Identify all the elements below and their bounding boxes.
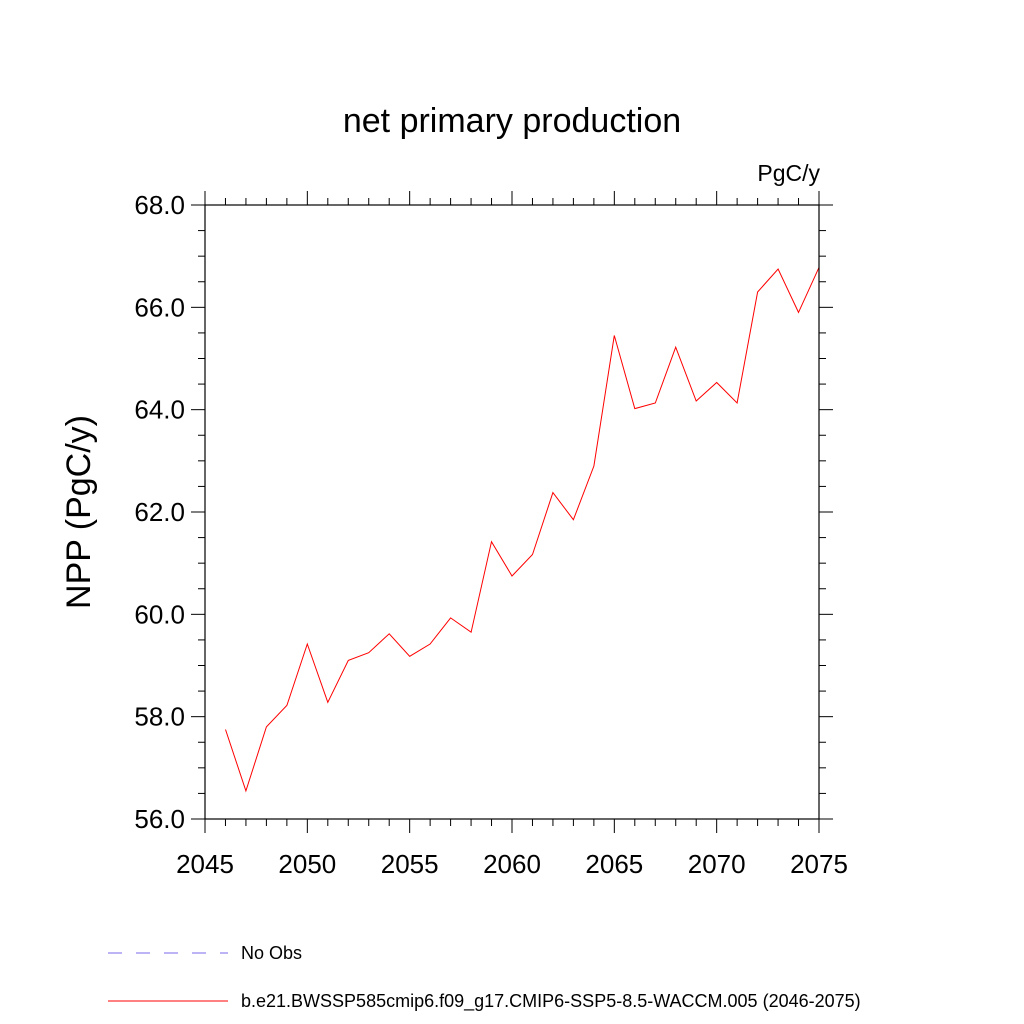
plot-frame xyxy=(204,204,820,820)
x-tick-label: 2070 xyxy=(688,849,746,879)
x-tick-label: 2065 xyxy=(585,849,643,879)
x-tick-label: 2045 xyxy=(176,849,234,879)
legend: No Obs b.e21.BWSSP585cmip6.f09_g17.CMIP6… xyxy=(108,943,861,1012)
x-tick-label: 2055 xyxy=(381,849,439,879)
legend-label-model: b.e21.BWSSP585cmip6.f09_g17.CMIP6-SSP5-8… xyxy=(241,991,861,1012)
x-tick-label: 2075 xyxy=(790,849,848,879)
axis-ticks xyxy=(191,191,833,833)
y-tick-label: 58.0 xyxy=(134,702,185,732)
chart-title: net primary production xyxy=(343,102,681,140)
y-tick-label: 62.0 xyxy=(134,497,185,527)
x-tick-label: 2060 xyxy=(483,849,541,879)
legend-label-no-obs: No Obs xyxy=(241,943,302,963)
x-tick-label: 2050 xyxy=(278,849,336,879)
tick-labels: 56.0 58.0 60.0 62.0 64.0 66.0 68.0 2045 2050 2055… xyxy=(134,190,848,879)
series-layer xyxy=(225,267,820,793)
y-tick-label: 64.0 xyxy=(134,395,185,425)
y-tick-label: 56.0 xyxy=(134,804,185,834)
series-line xyxy=(225,267,820,793)
y-axis-title: NPP (PgC/y) xyxy=(60,415,98,609)
y-tick-label: 68.0 xyxy=(134,190,185,220)
units-label: PgC/y xyxy=(757,160,820,186)
y-tick-label: 60.0 xyxy=(134,599,185,629)
y-tick-label: 66.0 xyxy=(134,292,185,322)
